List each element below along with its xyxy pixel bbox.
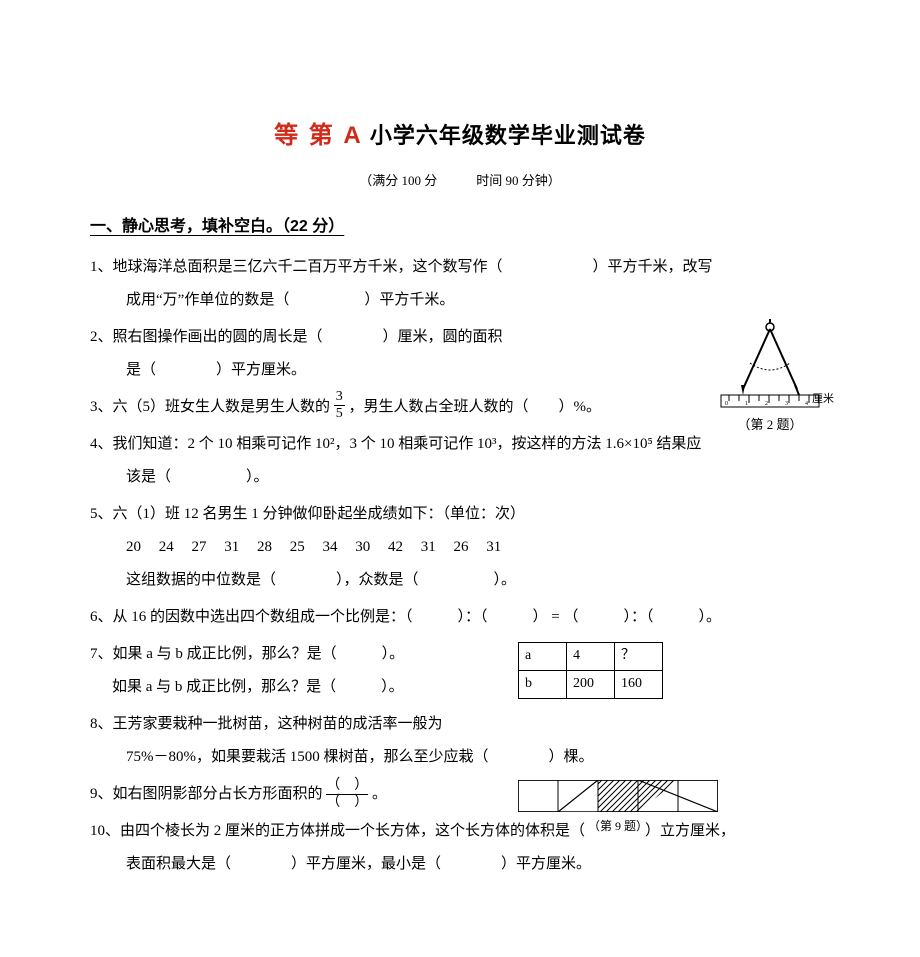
blank-fraction: （ ） （ ）: [326, 778, 368, 810]
q7-line2: 如果 a 与 b 成正比例，那么？是（ ）。: [90, 671, 830, 704]
question-2: 0 1 2 3 4 厘米 （第 2 题） 2、照右图操作画出的圆的周长是（ ）厘…: [90, 321, 830, 387]
q4-line1: 4、我们知道：2 个 10 相乘可记作 10²，3 个 10 相乘可记作 10³…: [90, 428, 830, 461]
question-1: 1、地球海洋总面积是三亿六千二百万平方千米，这个数写作（ ）平方千米，改写 成用…: [90, 251, 830, 317]
question-5: 5、六（1）班 12 名男生 1 分钟做仰卧起坐成绩如下：（单位：次） 20 2…: [90, 498, 830, 597]
question-9: （第 9 题） 9、如右图阴影部分占长方形面积的 （ ） （ ） 。: [90, 778, 830, 811]
rectangle-shaded-icon: [518, 780, 718, 812]
q5-line1: 5、六（1）班 12 名男生 1 分钟做仰卧起坐成绩如下：（单位：次）: [90, 498, 830, 531]
question-6: 6、从 16 的因数中选出四个数组成一个比例是：（ ）：（ ） = （ ）：（ …: [90, 601, 830, 634]
question-4: 4、我们知道：2 个 10 相乘可记作 10²，3 个 10 相乘可记作 10³…: [90, 428, 830, 494]
ratio-table: a 4 ？ b 200 160: [518, 642, 663, 699]
title-red: 等 第 A: [274, 122, 363, 149]
q8-line2: 75%－80%，如果要栽活 1500 棵树苗，那么至少应栽（ ）棵。: [90, 741, 830, 774]
title-black: 小学六年级数学毕业测试卷: [363, 123, 646, 148]
q1-line2: 成用“万”作单位的数是（ ）平方千米。: [90, 284, 830, 317]
q1-line1: 1、地球海洋总面积是三亿六千二百万平方千米，这个数写作（ ）平方千米，改写: [90, 251, 830, 284]
q10-line1: 10、由四个棱长为 2 厘米的正方体拼成一个长方体，这个长方体的体积是（ ）立方…: [90, 815, 830, 848]
question-3: 3、六（5）班女生人数是男生人数的 3 5 ，男生人数占全班人数的（ ）%。: [90, 391, 830, 424]
q8-line1: 8、王芳家要栽种一批树苗，这种树苗的成活率一般为: [90, 708, 830, 741]
subtitle: （满分 100 分 时间 90 分钟）: [90, 167, 830, 196]
q5-line3: 这组数据的中位数是（ ），众数是（ ）。: [90, 564, 830, 597]
question-8: 8、王芳家要栽种一批树苗，这种树苗的成活率一般为 75%－80%，如果要栽活 1…: [90, 708, 830, 774]
q10-line2: 表面积最大是（ ）平方厘米，最小是（ ）平方厘米。: [90, 848, 830, 881]
page-title: 等 第 A 小学六年级数学毕业测试卷: [90, 110, 830, 163]
question-7: a 4 ？ b 200 160 7、如果 a 与 b 成正比例，那么？是（ ）。…: [90, 638, 830, 704]
q5-data: 20 24 27 31 28 25 34 30 42 31 26 31: [90, 531, 830, 564]
section-1-heading: 一、静心思考，填补空白。（22 分）: [90, 209, 830, 244]
q7-line1: 7、如果 a 与 b 成正比例，那么？是（ ）。: [90, 638, 830, 671]
q4-line2: 该是（ ）。: [90, 461, 830, 494]
fraction-3-5: 3 5: [334, 389, 345, 421]
question-10: 10、由四个棱长为 2 厘米的正方体拼成一个长方体，这个长方体的体积是（ ）立方…: [90, 815, 830, 881]
